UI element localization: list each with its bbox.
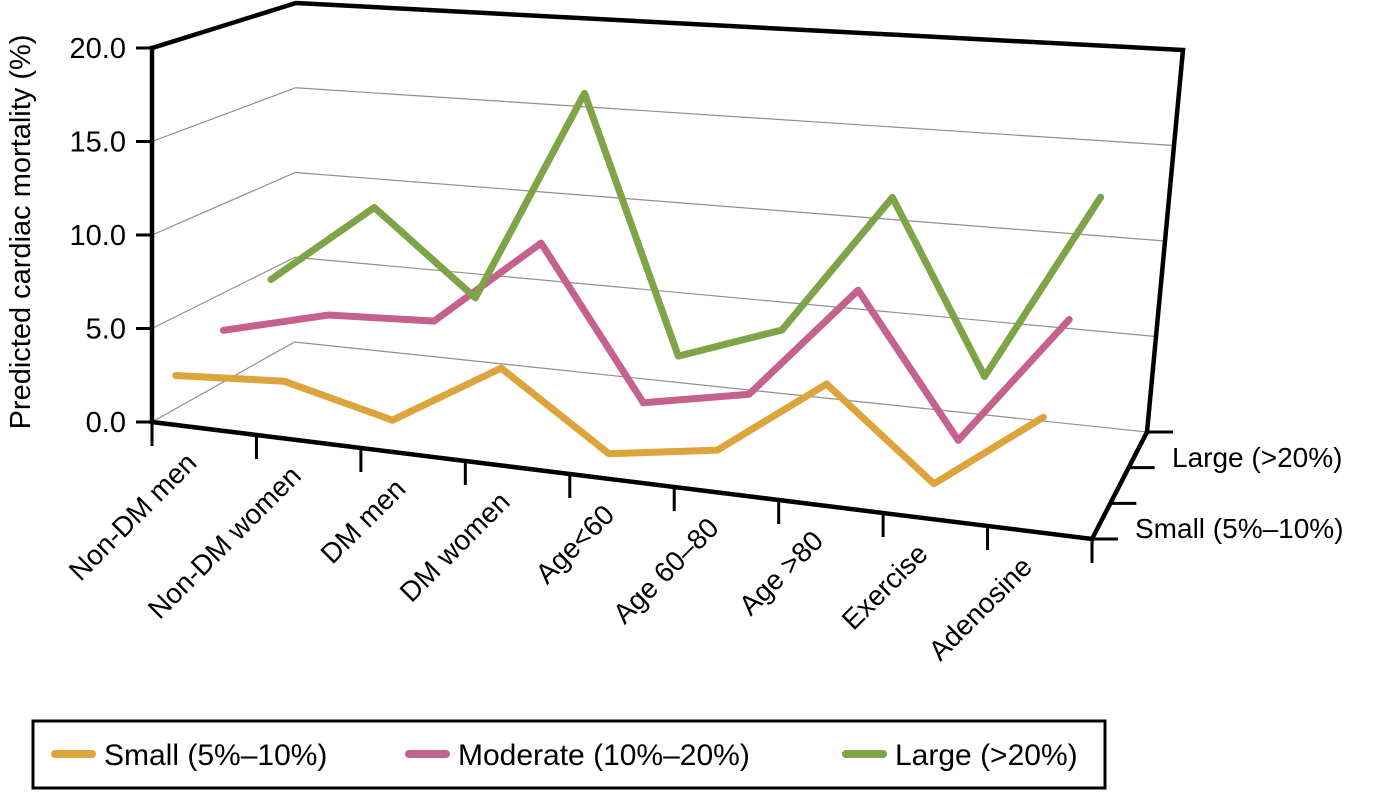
gridline-15 (151, 87, 1175, 147)
legend-label-moderate: Moderate (10%–20%) (458, 739, 750, 772)
value-tick-label-10.0: 10.0 (70, 220, 126, 252)
y-axis-title: Predicted cardiac mortality (%) (5, 35, 37, 430)
legend-label-small: Small (5%–10%) (104, 739, 327, 772)
value-tick-label-20.0: 20.0 (70, 33, 126, 65)
category-label-6: Age 60–80 (607, 512, 725, 630)
depth-label-small: Small (5%–10%) (1135, 513, 1344, 544)
depth-axis-line (1088, 428, 1151, 543)
category-axis-ticks (150, 422, 1094, 563)
category-label-7: Age >80 (733, 525, 829, 621)
wall-gridlines (151, 87, 1175, 433)
value-tick-label-15.0: 15.0 (70, 127, 126, 159)
depth-axis-ticks (1090, 430, 1173, 541)
category-label-3: DM men (315, 473, 412, 570)
value-tick-label-5.0: 5.0 (86, 314, 126, 346)
category-label-9: Adenosine (923, 551, 1039, 667)
gridline-10 (151, 171, 1166, 242)
category-label-8: Exercise (836, 538, 934, 636)
category-label-4: DM women (394, 486, 516, 608)
legend: Small (5%–10%) Moderate (10%–20%) Large … (31, 719, 1107, 790)
value-axis-labels: 0.0 5.0 10.0 15.0 20.0 (70, 33, 126, 439)
series-line-large (267, 89, 1105, 380)
series-line-small (172, 364, 1047, 488)
value-tick-label-0.0: 0.0 (86, 407, 126, 439)
value-axis-ticks (136, 46, 153, 424)
series-line-moderate (219, 239, 1073, 444)
legend-box (31, 719, 1107, 790)
back-wall-edge (149, 0, 1186, 435)
gridline-0 (151, 341, 1148, 433)
depth-label-large: Large (>20%) (1172, 442, 1342, 473)
axis-frame (149, 0, 1186, 543)
legend-label-large: Large (>20%) (895, 739, 1078, 772)
category-axis-line (149, 419, 1095, 542)
category-label-5: Age<60 (530, 499, 621, 590)
series-lines (172, 89, 1105, 488)
